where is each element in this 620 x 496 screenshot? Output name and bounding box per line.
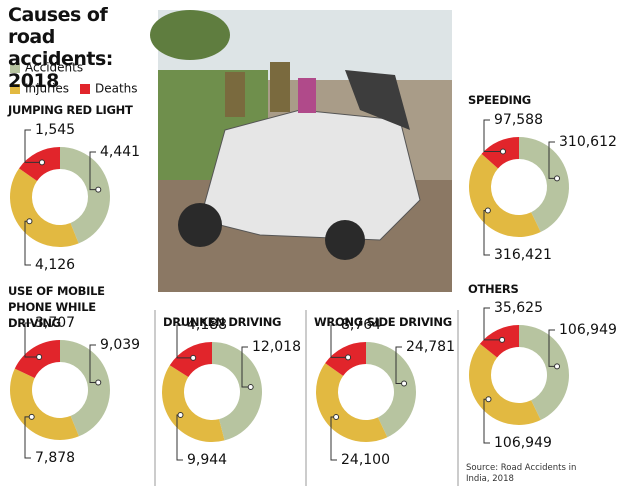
value-label: 24,781 [406,339,455,355]
leader-dot [38,159,45,166]
donut-slice [316,363,388,442]
value-label: 4,188 [187,317,227,333]
value-label: 12,018 [252,339,301,355]
leader-dot [177,411,184,418]
leader-line [24,322,40,358]
leader-line [24,416,32,459]
leader-dot [333,414,340,421]
leader-line [483,307,503,341]
donut-slice [366,342,416,438]
photo [150,10,452,292]
value-label: 8,764 [341,317,381,333]
value-label: 35,625 [494,300,543,316]
chart-title: WRONG SIDE DRIVING [314,315,452,329]
value-label: 1,545 [35,122,75,138]
value-label: 7,878 [35,450,75,466]
leader-dot [95,186,102,193]
chart-title: JUMPING RED LIGHT [8,103,133,117]
leader-dot [485,396,492,403]
value-label: 106,949 [494,435,552,451]
leader-dot [499,336,506,343]
leader-dot [484,207,491,214]
donut-slice [519,325,569,421]
value-label: 3,707 [35,315,75,331]
leader-dot [247,384,254,391]
leader-dot [554,363,561,370]
value-label: 310,612 [559,134,617,150]
donut-slice [60,147,110,244]
legend-swatch [10,63,20,73]
value-label: 4,126 [35,257,75,273]
leader-line [548,141,558,179]
title: Causes of road accidents: 2018 [8,4,113,92]
leader-dot [401,380,408,387]
legend-label: Deaths [95,82,138,96]
value-label: 97,588 [494,112,543,128]
chart-title: USE OF MOBILE PHONE WHILE DRIVING [8,284,105,330]
chart-title: DRUNKEN DRIVING [163,315,282,329]
leader-dot [190,354,197,361]
leader-line [89,151,99,191]
legend-label: Injuries [25,82,69,96]
leader-dot [554,175,561,182]
value-label: 4,441 [100,144,140,160]
value-label: 24,100 [341,452,390,468]
donut-slice [468,153,541,237]
legend-swatch [10,84,20,94]
chart-title: SPEEDING [468,93,531,107]
leader-line [24,129,42,163]
leader-line [395,346,405,384]
leader-dot [95,379,102,386]
leader-dot [499,148,506,155]
leader-dot [28,413,35,420]
value-label: 9,944 [187,452,227,468]
leader-line [548,329,558,367]
source: Source: Road Accidents in India, 2018 [466,463,577,484]
donut-slice [519,137,569,233]
leader-dot [26,218,33,225]
donut-slice [60,340,111,437]
leader-line [176,324,194,359]
donut-slice [10,368,79,440]
chart-title: OTHERS [468,282,519,296]
legend-swatch [80,84,90,94]
leader-line [330,324,349,358]
donut-slice [10,168,79,247]
donut-slice [162,365,225,442]
value-label: 316,421 [494,247,552,263]
donut-slice [212,342,263,441]
leader-line [483,119,503,152]
value-label: 9,039 [100,337,140,353]
value-label: 106,949 [559,322,617,338]
leader-dot [345,354,352,361]
donut-slice [468,343,541,426]
leader-line [241,346,251,388]
legend-label: Accidents [25,61,83,75]
leader-line [89,344,99,383]
leader-dot [36,354,43,361]
